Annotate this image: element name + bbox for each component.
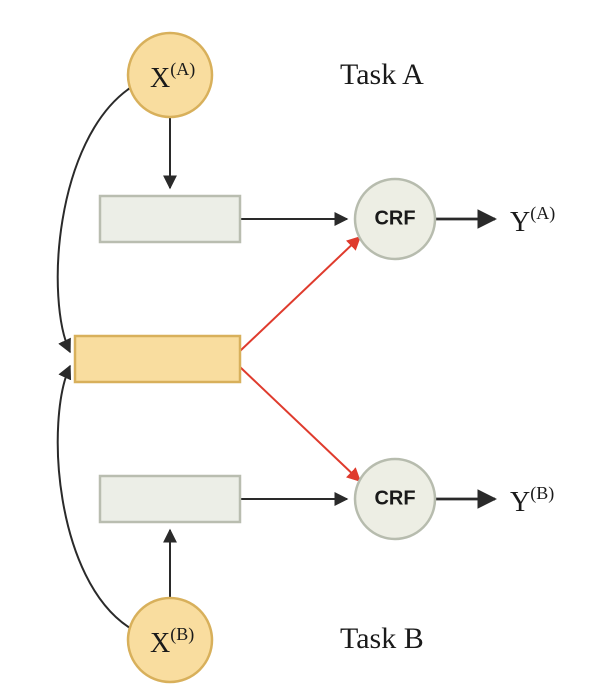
task-b-label: Task B bbox=[340, 622, 424, 655]
label-crf-a: CRF bbox=[374, 207, 415, 229]
rectS-to-crfB bbox=[240, 367, 360, 481]
rect-task-a bbox=[100, 196, 240, 242]
rectS-to-crfA bbox=[240, 237, 360, 351]
label-crf-b: CRF bbox=[374, 487, 415, 509]
label-y-a: Y(A) bbox=[510, 203, 555, 238]
rect-task-b bbox=[100, 476, 240, 522]
rect-shared bbox=[75, 336, 240, 382]
label-y-b: Y(B) bbox=[510, 483, 554, 518]
task-a-label: Task A bbox=[340, 58, 424, 91]
